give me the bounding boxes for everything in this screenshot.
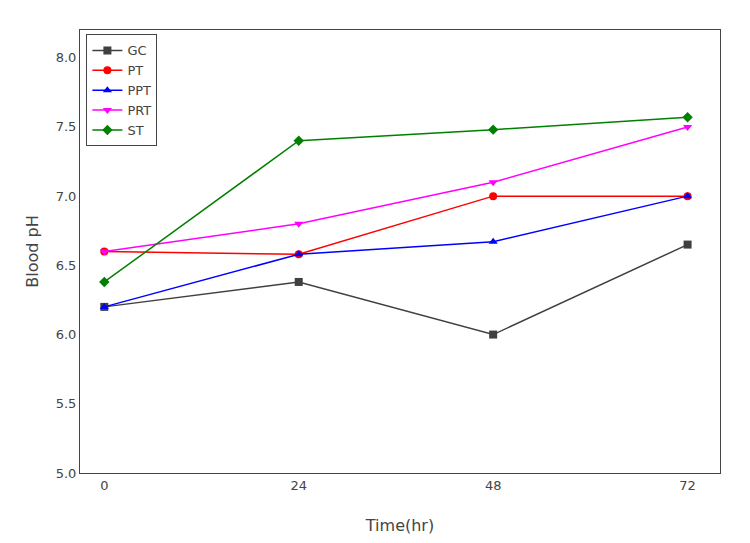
svg-text:ST: ST <box>127 123 143 138</box>
svg-text:0: 0 <box>100 478 108 493</box>
svg-text:72: 72 <box>679 478 696 493</box>
svg-text:PT: PT <box>127 63 143 78</box>
svg-text:6.5: 6.5 <box>56 258 77 273</box>
svg-text:PPT: PPT <box>127 83 151 98</box>
svg-text:6.0: 6.0 <box>56 327 77 342</box>
svg-text:7.0: 7.0 <box>56 189 77 204</box>
svg-text:PRT: PRT <box>127 103 151 118</box>
svg-text:8.0: 8.0 <box>56 50 77 65</box>
svg-text:5.0: 5.0 <box>56 466 77 481</box>
svg-text:7.5: 7.5 <box>56 119 77 134</box>
svg-text:48: 48 <box>485 478 502 493</box>
svg-text:Time(hr): Time(hr) <box>365 516 434 535</box>
svg-text:GC: GC <box>127 43 146 58</box>
svg-text:24: 24 <box>290 478 307 493</box>
svg-text:Blood pH: Blood pH <box>23 215 42 287</box>
svg-text:5.5: 5.5 <box>56 396 77 411</box>
